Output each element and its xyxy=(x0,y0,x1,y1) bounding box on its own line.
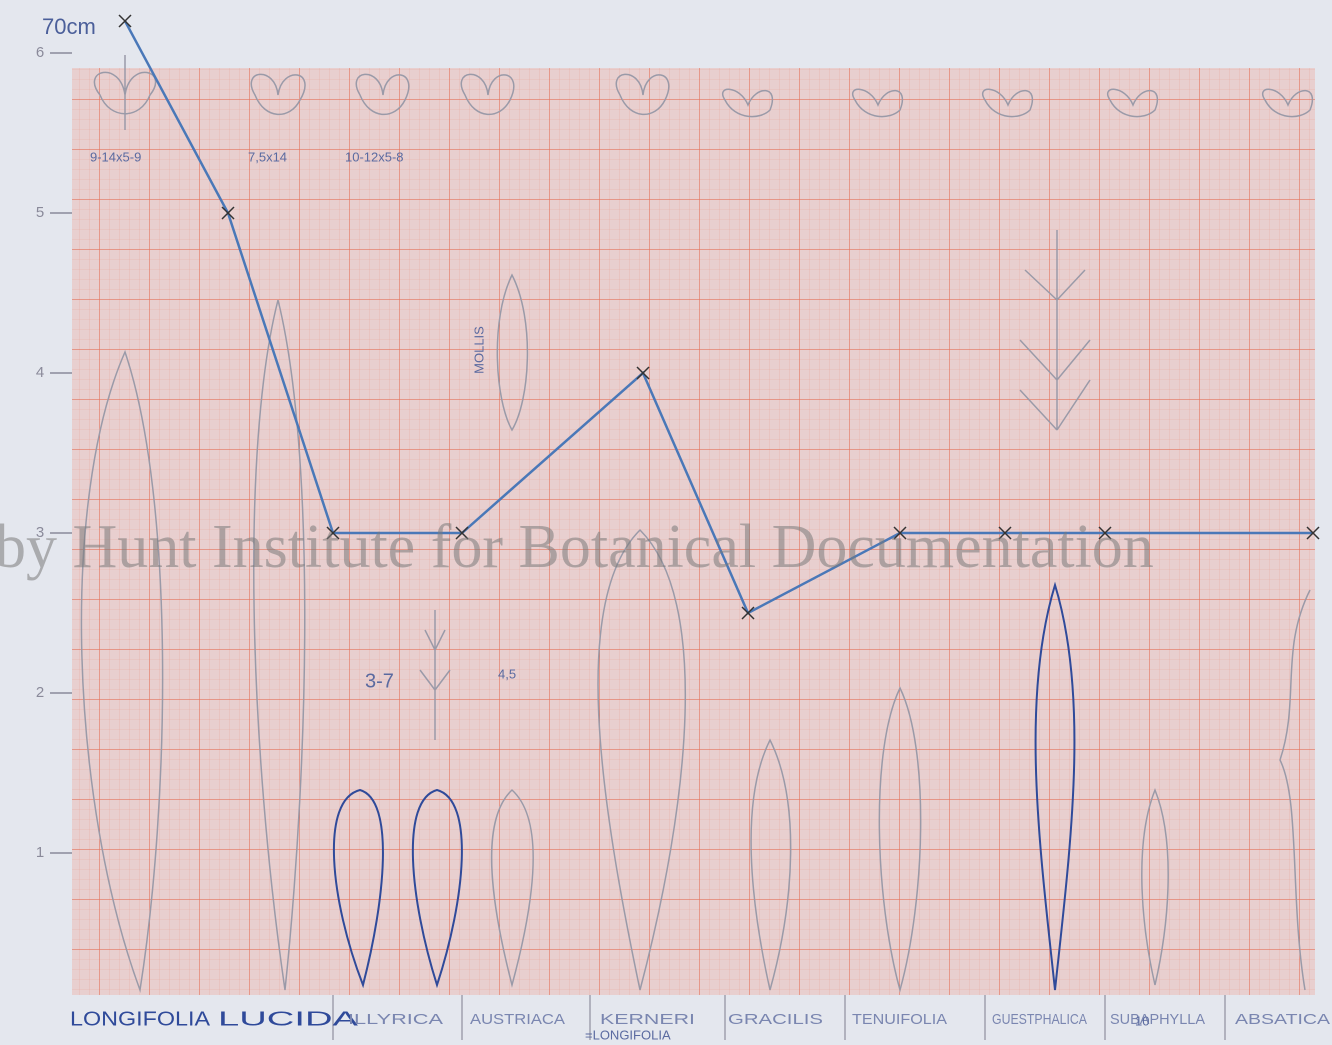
y-tick-label: 6 xyxy=(36,44,44,61)
y-tick-label: 1 xyxy=(36,844,44,861)
annotation: MOLLIS xyxy=(471,326,486,374)
y-tick-label: 2 xyxy=(36,684,44,701)
annotation: 10-12x5-8 xyxy=(345,149,404,164)
annotation: 4,5 xyxy=(498,666,516,681)
category-label: AUSTRIACA xyxy=(470,1011,565,1028)
category-label: LUCIDA xyxy=(218,1008,359,1030)
watermark: by Hunt Institute for Botanical Document… xyxy=(0,513,1154,581)
category-label: SUBAPHYLLA xyxy=(1110,1011,1205,1028)
y-tick-label: 5 xyxy=(36,204,44,221)
category-label: GRACILIS xyxy=(728,1011,823,1028)
annotation: 3-7 xyxy=(365,670,394,692)
category-label: KERNERI xyxy=(600,1011,695,1028)
annotation: 10 xyxy=(1135,1013,1149,1028)
category-label: ABSATICA xyxy=(1235,1011,1330,1028)
annotation: 9-14x5-9 xyxy=(90,149,141,164)
category-label: LONGIFOLIA xyxy=(70,1008,211,1030)
y-tick-label: 4 xyxy=(36,364,44,381)
page: 70cm 123456LONGIFOLIALUCIDAILLYRICAAUSTR… xyxy=(0,0,1332,1045)
annotation: =LONGIFOLIA xyxy=(585,1027,671,1042)
category-label: GUESTPHALICA xyxy=(992,1011,1087,1028)
category-label: ILLYRICA xyxy=(348,1011,443,1028)
category-label: TENUIFOLIA xyxy=(852,1011,947,1028)
annotation: 7,5x14 xyxy=(248,149,287,164)
axis-note: 70cm xyxy=(42,14,96,39)
